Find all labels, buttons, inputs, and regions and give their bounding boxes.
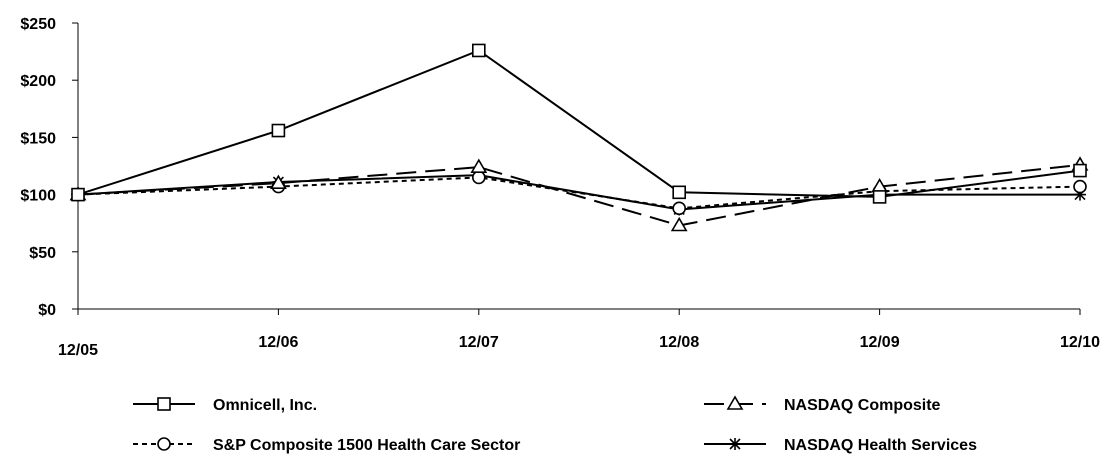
series-line: [77, 163, 1081, 227]
legend-marker: [729, 438, 741, 450]
y-tick-label: $50: [29, 245, 56, 262]
data-point-triangle: [270, 174, 287, 189]
x-axis-labels: 12/05 12/06 12/07 12/08 12/09 12/10: [58, 334, 1100, 359]
x-tick-label: 12/05: [58, 342, 98, 359]
series-line: [77, 49, 1081, 198]
data-point-square: [672, 185, 687, 200]
y-axis-labels: $0 $50 $100 $150 $200 $250: [20, 16, 56, 319]
legend-marker: [726, 395, 744, 410]
y-tick-label: $150: [20, 130, 56, 147]
series-line: [77, 174, 1080, 211]
data-point-triangle: [670, 216, 688, 232]
series-markers: [69, 43, 1089, 232]
chart-axes: [72, 22, 1081, 315]
legend-label: S&P Composite 1500 Health Care Sector: [213, 437, 520, 454]
y-tick-label: $0: [38, 302, 56, 319]
x-tick-label: 12/06: [258, 334, 298, 351]
legend-marker: [157, 437, 171, 451]
legend-marker: [157, 397, 171, 411]
x-tick-label: 12/10: [1060, 334, 1100, 351]
data-point-square: [71, 187, 85, 202]
data-point-square: [1073, 163, 1087, 178]
data-point-square: [471, 43, 486, 58]
legend-label: NASDAQ Composite: [784, 397, 941, 414]
data-point-square: [872, 190, 887, 204]
y-tick-label: $250: [20, 16, 56, 33]
legend-item: Omnicell, Inc.: [133, 397, 317, 414]
series-lines: [77, 49, 1081, 227]
series-line: [77, 176, 1081, 210]
legend-label: Omnicell, Inc.: [213, 397, 317, 414]
legend: Omnicell, Inc. NASDAQ Composite S&P Compos…: [133, 395, 977, 454]
x-tick-label: 12/09: [860, 334, 900, 351]
x-tick-label: 12/08: [659, 334, 699, 351]
x-tick-label: 12/07: [459, 334, 499, 351]
y-tick-label: $200: [20, 73, 56, 90]
data-point-square: [271, 123, 286, 138]
data-point-circle: [471, 170, 486, 185]
legend-label: NASDAQ Health Services: [784, 437, 977, 454]
legend-item: NASDAQ Composite: [704, 395, 941, 414]
legend-item: NASDAQ Health Services: [704, 437, 977, 454]
y-tick-label: $100: [20, 188, 56, 205]
data-point-triangle: [470, 158, 488, 173]
legend-item: S&P Composite 1500 Health Care Sector: [133, 437, 520, 454]
data-point-circle: [1073, 179, 1087, 194]
data-point-circle: [672, 201, 687, 216]
